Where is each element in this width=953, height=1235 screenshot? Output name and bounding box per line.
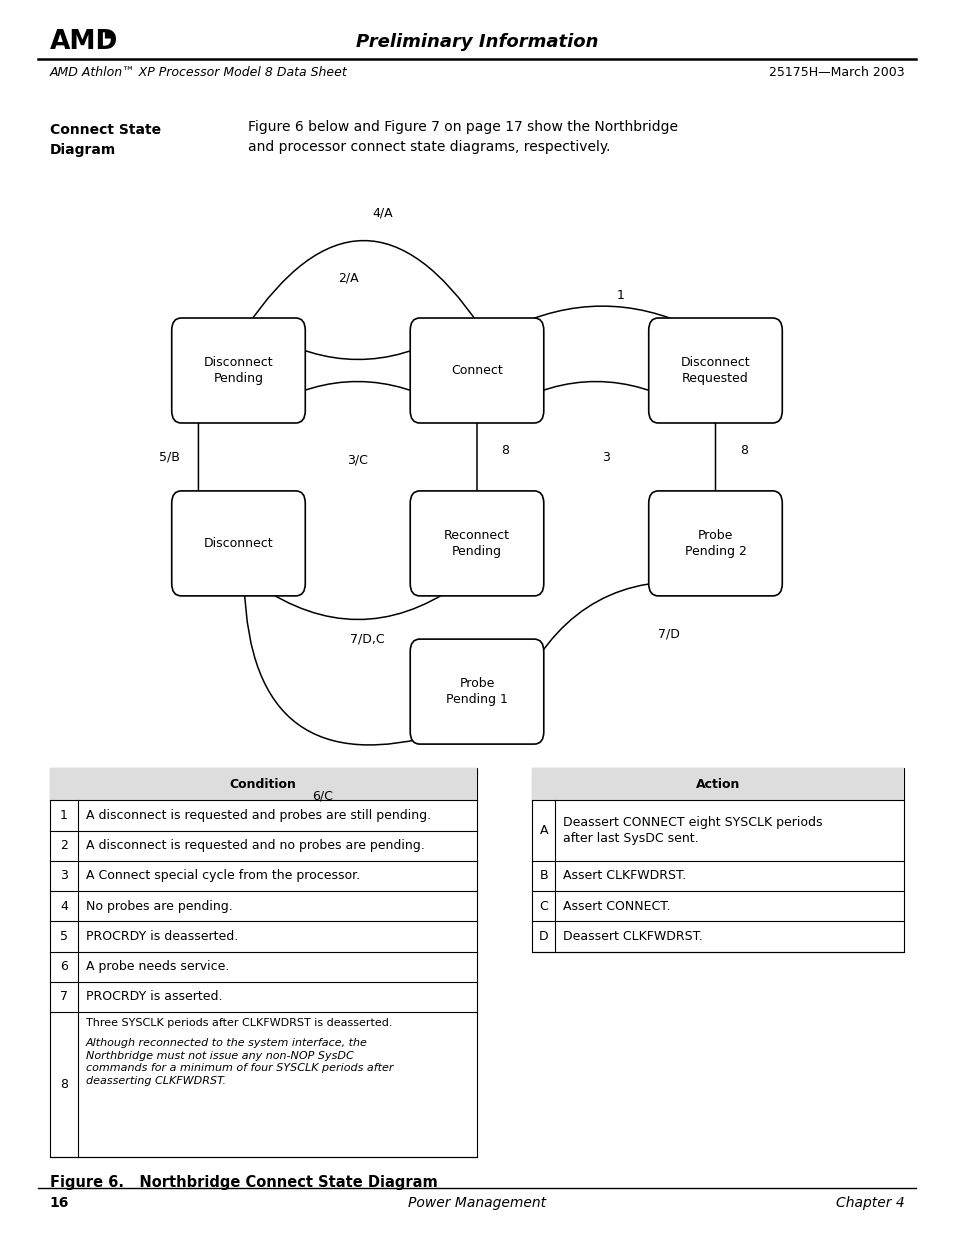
Text: Figure 6 below and Figure 7 on page 17 show the Northbridge
and processor connec: Figure 6 below and Figure 7 on page 17 s… [248,120,678,154]
Text: 6/C: 6/C [312,789,333,803]
Text: Reconnect
Pending: Reconnect Pending [443,529,510,558]
Bar [50,768,476,800]
Text: Disconnect
Requested: Disconnect Requested [680,356,749,385]
Text: 1: 1 [617,289,624,303]
Text: Although reconnected to the system interface, the
Northbridge must not issue any: Although reconnected to the system inter… [86,1037,393,1087]
Text: A: A [539,824,547,837]
Text: 5/B: 5/B [159,451,180,463]
Text: C: C [538,899,548,913]
FancyBboxPatch shape [648,319,781,424]
Text: Condition: Condition [230,778,296,790]
Text: A disconnect is requested and no probes are pending.: A disconnect is requested and no probes … [86,839,424,852]
Text: 8: 8 [501,445,509,457]
Text: A Connect special cycle from the processor.: A Connect special cycle from the process… [86,869,359,883]
Text: Disconnect: Disconnect [204,537,273,550]
FancyBboxPatch shape [410,490,543,595]
Text: No probes are pending.: No probes are pending. [86,899,233,913]
Text: Probe
Pending 2: Probe Pending 2 [684,529,745,558]
Bar [532,768,903,800]
Text: 4: 4 [60,899,68,913]
Text: AMD Athlon™ XP Processor Model 8 Data Sheet: AMD Athlon™ XP Processor Model 8 Data Sh… [50,67,347,79]
FancyBboxPatch shape [410,640,543,743]
Text: Disconnect
Pending: Disconnect Pending [204,356,273,385]
Text: Chapter 4: Chapter 4 [835,1195,903,1210]
Text: PROCRDY is asserted.: PROCRDY is asserted. [86,990,222,1004]
Text: Three SYSCLK periods after CLKFWDRST is deasserted.: Three SYSCLK periods after CLKFWDRST is … [86,1019,392,1029]
Text: 3/C: 3/C [347,453,368,467]
Text: 2/A: 2/A [337,272,358,285]
Text: 7/D: 7/D [658,627,679,640]
Text: 25175H—March 2003: 25175H—March 2003 [768,67,903,79]
Text: Power Management: Power Management [408,1195,545,1210]
Text: 7: 7 [60,990,68,1004]
Text: Assert CONNECT.: Assert CONNECT. [562,899,670,913]
Text: Connect: Connect [451,364,502,377]
Text: D: D [538,930,548,944]
FancyBboxPatch shape [410,319,543,424]
Text: ◼: ◼ [103,30,112,40]
FancyBboxPatch shape [172,319,305,424]
Text: 1: 1 [60,809,68,823]
Text: Preliminary Information: Preliminary Information [355,33,598,51]
Text: B: B [538,869,548,883]
Text: Connect State
Diagram: Connect State Diagram [50,124,160,157]
Text: 16: 16 [50,1195,69,1210]
Text: 8: 8 [740,445,747,457]
Text: 6: 6 [60,960,68,973]
Text: 2: 2 [60,839,68,852]
Text: 8: 8 [60,1078,68,1092]
Text: 4/A: 4/A [372,206,393,220]
FancyBboxPatch shape [648,490,781,595]
Text: PROCRDY is deasserted.: PROCRDY is deasserted. [86,930,238,944]
FancyBboxPatch shape [172,490,305,595]
Text: A disconnect is requested and probes are still pending.: A disconnect is requested and probes are… [86,809,431,823]
Text: Deassert CONNECT eight SYSCLK periods
after last SysDC sent.: Deassert CONNECT eight SYSCLK periods af… [562,816,821,845]
Bar [532,768,903,951]
Text: Assert CLKFWDRST.: Assert CLKFWDRST. [562,869,685,883]
Text: Figure 6.   Northbridge Connect State Diagram: Figure 6. Northbridge Connect State Diag… [50,1174,436,1189]
Text: 3: 3 [601,451,609,464]
Text: AMD: AMD [50,28,118,56]
Text: 3: 3 [60,869,68,883]
Bar [50,768,476,1157]
Text: Probe
Pending 1: Probe Pending 1 [446,677,507,706]
Text: Action: Action [696,778,740,790]
Text: A probe needs service.: A probe needs service. [86,960,229,973]
Text: 5: 5 [60,930,68,944]
Text: Deassert CLKFWDRST.: Deassert CLKFWDRST. [562,930,702,944]
Text: 7/D,C: 7/D,C [350,632,384,646]
